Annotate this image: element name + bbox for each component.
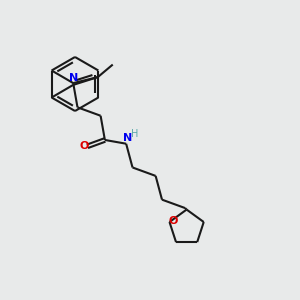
Text: N: N [123,133,132,143]
Text: H: H [131,129,138,139]
Text: O: O [79,141,88,151]
Text: O: O [168,216,178,226]
Text: N: N [69,73,78,83]
